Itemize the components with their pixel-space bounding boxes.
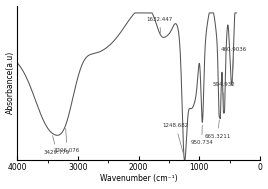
- Text: 3206.076: 3206.076: [54, 128, 80, 153]
- Text: 460.9036: 460.9036: [221, 47, 247, 81]
- Text: 3429.779: 3429.779: [44, 136, 70, 155]
- X-axis label: Wavenumber (cm⁻¹): Wavenumber (cm⁻¹): [100, 174, 177, 184]
- Text: 665.3211: 665.3211: [204, 120, 231, 139]
- Y-axis label: Absorbance(a.u): Absorbance(a.u): [6, 51, 14, 114]
- Text: 950.734: 950.734: [190, 125, 213, 145]
- Text: 1632.447: 1632.447: [146, 17, 172, 33]
- Text: 1248.682: 1248.682: [163, 123, 189, 154]
- Text: 594.932: 594.932: [212, 82, 235, 110]
